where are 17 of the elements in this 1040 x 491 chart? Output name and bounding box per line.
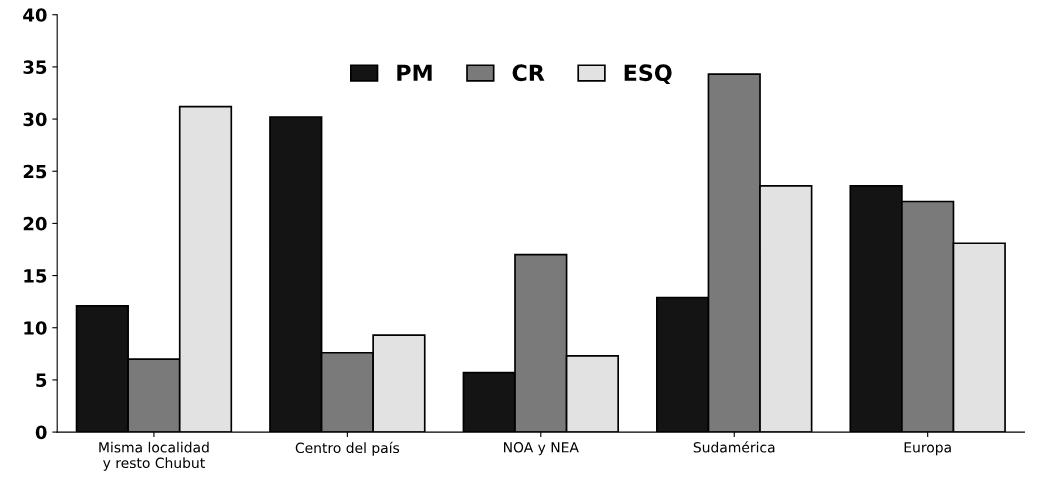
y-tick-label: 25 bbox=[23, 164, 47, 179]
y-tick-label: 0 bbox=[35, 425, 47, 440]
legend-label: ESQ bbox=[624, 64, 672, 85]
legend-label: PM bbox=[397, 64, 432, 81]
x-tick-label: Europa bbox=[904, 442, 951, 456]
y-tick-label: 5 bbox=[36, 373, 47, 388]
x-tick-label: Centro del país bbox=[295, 441, 400, 456]
y-tick-label: 10 bbox=[24, 321, 47, 335]
x-tick-label: Misma localidad y resto Chubut bbox=[99, 441, 209, 471]
y-tick-label: 40 bbox=[23, 8, 47, 22]
y-tick-label: 35 bbox=[23, 60, 47, 75]
y-tick-label: 15 bbox=[24, 269, 47, 283]
y-tick-label: 30 bbox=[23, 112, 47, 127]
x-tick-label: NOA y NEA bbox=[504, 442, 579, 456]
y-tick-label: 20 bbox=[23, 216, 47, 231]
x-tick-label: Sudamérica bbox=[693, 441, 775, 453]
legend-label: CR bbox=[512, 64, 545, 82]
